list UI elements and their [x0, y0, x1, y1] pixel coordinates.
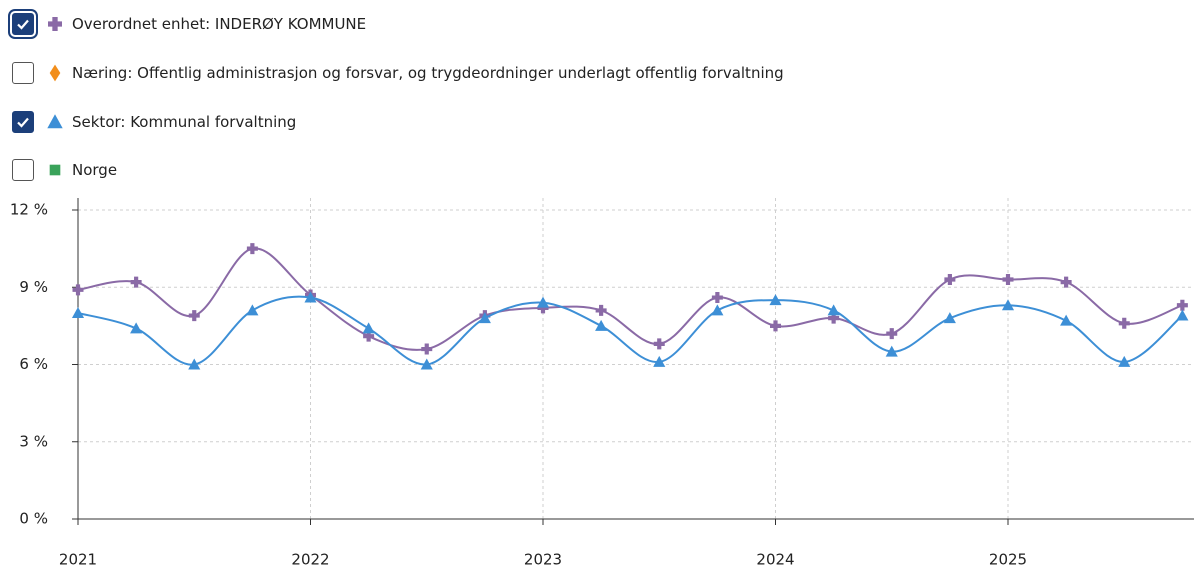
y-tick-label: 9 %: [19, 278, 48, 296]
x-tick-label: 2024: [756, 551, 794, 567]
data-point: [362, 322, 375, 334]
data-point: [478, 312, 491, 324]
data-point: [1118, 355, 1131, 367]
legend-marker: [49, 164, 61, 176]
data-point: [653, 338, 665, 350]
series-line: [77, 247, 1183, 351]
legend-item[interactable]: Norge: [12, 158, 117, 182]
y-tick-label: 0 %: [19, 510, 48, 528]
checkbox[interactable]: [12, 13, 34, 35]
data-point: [305, 289, 316, 301]
data-point: [944, 274, 956, 286]
legend-symbol: [47, 114, 63, 129]
data-point: [71, 306, 85, 318]
data-point: [595, 319, 608, 331]
data-point: [711, 304, 724, 316]
legend-symbol: [49, 164, 61, 176]
data-point: [479, 310, 491, 322]
data-point: [1118, 317, 1130, 329]
y-tick-label: 6 %: [19, 355, 48, 373]
data-point: [72, 284, 84, 296]
data-point: [1001, 299, 1015, 311]
y-tick-label: 12 %: [10, 201, 48, 219]
y-tick-label: 3 %: [19, 432, 48, 450]
legend-item[interactable]: Overordnet enhet: INDERØY KOMMUNE: [12, 12, 366, 36]
data-point: [886, 328, 898, 340]
legend-symbol: [48, 17, 62, 31]
data-point: [1176, 299, 1188, 311]
data-point: [653, 355, 666, 367]
data-point: [943, 312, 956, 324]
data-point: [770, 320, 781, 332]
x-tick-label: 2023: [524, 551, 562, 567]
legend-label: Næring: Offentlig administrasjon og fors…: [72, 64, 784, 82]
legend-item[interactable]: Sektor: Kommunal forvaltning: [12, 110, 296, 134]
data-point: [188, 358, 201, 370]
checkbox[interactable]: [12, 111, 34, 133]
check: [17, 117, 29, 128]
data-point: [885, 345, 898, 357]
check: [17, 19, 29, 30]
checkbox[interactable]: [12, 62, 34, 84]
x-tick-label: 2022: [291, 551, 329, 567]
legend-symbol: [49, 64, 61, 82]
data-point: [420, 358, 433, 370]
data-point: [827, 304, 840, 316]
data-point: [421, 343, 433, 355]
legend-label: Overordnet enhet: INDERØY KOMMUNE: [72, 15, 367, 33]
legend-item[interactable]: Næring: Offentlig administrasjon og fors…: [12, 61, 784, 85]
data-point: [595, 304, 607, 316]
legend-marker: [47, 114, 63, 129]
data-point: [130, 276, 142, 288]
data-point: [1176, 309, 1189, 321]
legend-label: Norge: [72, 161, 118, 179]
data-point: [1002, 274, 1014, 286]
legend-marker: [48, 17, 62, 31]
series-line: [77, 295, 1184, 366]
checkbox[interactable]: [12, 159, 34, 181]
data-point: [1060, 276, 1072, 288]
data-point: [188, 310, 200, 322]
check-icon: [17, 19, 29, 30]
x-tick-label: 2025: [989, 551, 1027, 567]
data-point: [363, 330, 375, 342]
data-point: [130, 322, 143, 334]
check-icon: [17, 117, 29, 128]
data-point: [304, 291, 317, 303]
legend-marker: [49, 64, 61, 82]
data-point: [246, 304, 259, 316]
data-point: [769, 294, 782, 306]
data-point: [711, 292, 723, 304]
data-point: [1060, 314, 1073, 326]
data-point: [246, 243, 258, 255]
legend-label: Sektor: Kommunal forvaltning: [72, 113, 297, 131]
data-point: [828, 312, 840, 324]
x-tick-label: 2021: [59, 551, 97, 567]
data-point: [537, 302, 549, 314]
data-point: [536, 296, 550, 308]
